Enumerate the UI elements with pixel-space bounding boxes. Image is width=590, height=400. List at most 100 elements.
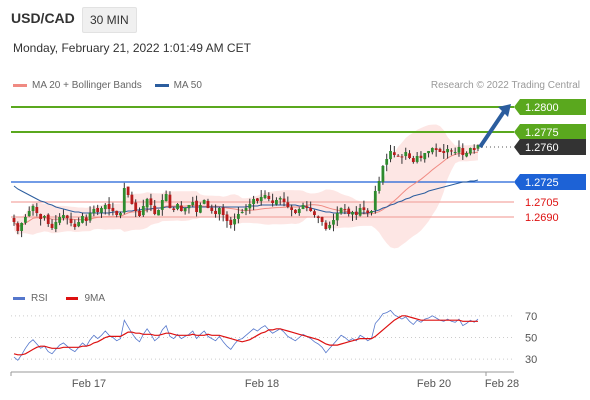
candle-body xyxy=(389,151,392,160)
candle-body xyxy=(404,152,408,157)
credit-text: Research © 2022 Trading Central xyxy=(430,80,580,91)
candle-body xyxy=(434,148,438,150)
candle-body xyxy=(400,156,404,158)
candle-body xyxy=(396,155,400,157)
candle-body xyxy=(50,223,54,228)
candle-body xyxy=(81,216,84,223)
candle-body xyxy=(24,217,27,223)
candle-body xyxy=(332,220,335,225)
candle-body xyxy=(122,188,126,213)
candle-body xyxy=(115,210,119,215)
candle-body xyxy=(408,153,411,158)
candle-body xyxy=(438,148,442,152)
candle-body xyxy=(320,216,324,222)
candle-body xyxy=(385,159,389,165)
ma20-swatch xyxy=(13,83,27,87)
candle-body xyxy=(20,223,24,231)
candle-body xyxy=(259,197,263,202)
candle-body xyxy=(430,148,434,153)
candle-body xyxy=(172,208,176,210)
price-legend: MA 20 + Bollinger Bands MA 50 xyxy=(13,80,212,91)
candle-body xyxy=(301,205,305,209)
candle-body xyxy=(476,145,480,149)
timeframe-badge[interactable]: 30 MIN xyxy=(82,7,137,33)
candle-body xyxy=(282,198,286,202)
rsi-swatch xyxy=(13,296,25,300)
candle-body xyxy=(449,150,453,152)
candle-body xyxy=(176,204,179,210)
candle-body xyxy=(343,209,347,211)
candle-body xyxy=(423,153,427,160)
candle-body xyxy=(84,217,88,221)
candle-body xyxy=(275,200,278,205)
candle-body xyxy=(446,149,449,153)
ma50-swatch xyxy=(154,83,169,87)
candle-body xyxy=(297,209,301,214)
price-level-label: 1.2760 xyxy=(525,142,559,154)
candle-body xyxy=(351,212,354,215)
candle-body xyxy=(206,200,210,208)
candle-body xyxy=(252,199,256,204)
candle-body xyxy=(164,194,168,202)
candle-body xyxy=(54,222,58,229)
candle-body xyxy=(210,207,214,211)
candle-body xyxy=(12,218,16,222)
candle-body xyxy=(316,216,320,218)
ma50-label: MA 50 xyxy=(173,80,202,91)
candle-body xyxy=(153,205,157,214)
candle-body xyxy=(442,150,446,153)
candle-body xyxy=(35,207,39,213)
candle-body xyxy=(347,208,351,214)
candle-body xyxy=(149,198,153,205)
candle-body xyxy=(278,198,282,200)
candle-body xyxy=(100,208,103,213)
candle-body xyxy=(198,205,202,213)
candle-body xyxy=(96,207,100,212)
candle-body xyxy=(103,205,107,210)
legend-item-rsi: RSI xyxy=(13,293,48,304)
candle-body xyxy=(138,210,141,216)
candle-body xyxy=(324,222,328,229)
candle-body xyxy=(16,223,20,231)
candle-body xyxy=(43,216,46,218)
price-level-label: 1.2775 xyxy=(525,127,559,139)
candle-body xyxy=(191,202,195,206)
candle-body xyxy=(427,151,430,154)
candle-body xyxy=(58,217,62,223)
candle-body xyxy=(411,158,415,162)
forecast-arrow-shaft xyxy=(478,108,507,149)
candle-body xyxy=(39,213,43,219)
candle-body xyxy=(370,211,373,213)
price-level-tag xyxy=(514,99,586,115)
candle-body xyxy=(88,213,92,221)
candle-body xyxy=(236,214,240,219)
price-level-label: 1.2690 xyxy=(525,212,559,224)
candle-body xyxy=(256,198,259,201)
legend-item-9ma: 9MA xyxy=(66,293,105,304)
candle-body xyxy=(214,210,217,214)
price-level-tag xyxy=(514,174,586,190)
candle-body xyxy=(145,199,149,208)
bollinger-band xyxy=(14,124,478,249)
candle-body xyxy=(286,202,290,207)
price-level-label: 1.2705 xyxy=(525,197,559,209)
candle-body xyxy=(453,152,457,153)
candle-body xyxy=(419,155,423,158)
candle-body xyxy=(119,213,122,216)
currency-pair-title: USD/CAD xyxy=(11,10,75,26)
rsi-line xyxy=(13,309,479,361)
legend-item-ma20: MA 20 + Bollinger Bands xyxy=(13,80,142,91)
legend-item-ma50: MA 50 xyxy=(154,80,202,91)
candle-body xyxy=(263,195,267,199)
candle-body xyxy=(461,148,465,155)
price-level-tag xyxy=(514,124,586,140)
candle-body xyxy=(187,205,191,209)
candle-body xyxy=(130,194,134,204)
candle-body xyxy=(309,207,313,211)
rsi-legend: RSI 9MA xyxy=(13,293,121,304)
candle-body xyxy=(225,214,229,221)
x-tick-label: Feb 17 xyxy=(72,378,106,390)
candle-body xyxy=(313,211,316,215)
candle-body xyxy=(392,152,396,155)
